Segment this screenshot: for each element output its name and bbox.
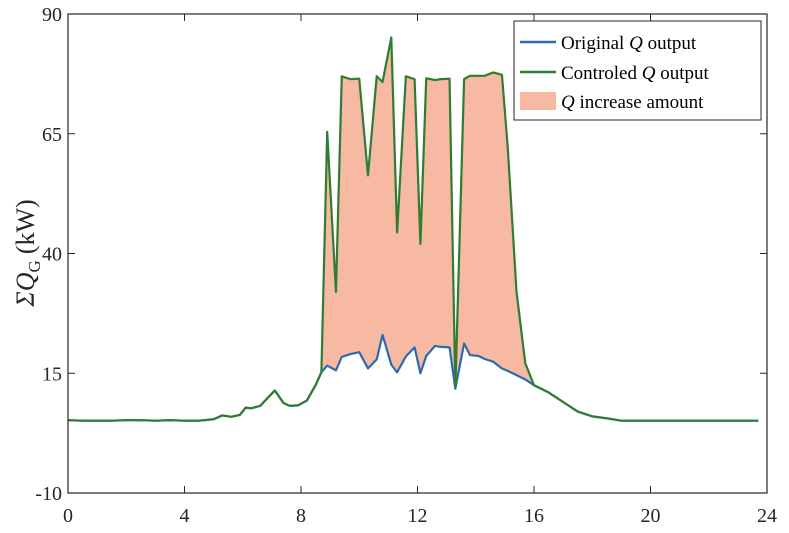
y-axis-label-subscript: G <box>25 260 44 272</box>
y-axis-label-main: ΣQ <box>11 272 40 307</box>
x-tick-label: 24 <box>757 505 777 527</box>
x-tick-label: 4 <box>180 505 190 527</box>
plot-area <box>67 36 759 422</box>
legend-label-original: Original Q output <box>561 33 697 54</box>
y-tick-label: 65 <box>42 124 62 146</box>
y-axis-label-unit: (kW) <box>11 199 40 254</box>
x-tick-label: 12 <box>408 505 428 527</box>
y-tick-label: 40 <box>42 244 62 266</box>
y-tick-label: 90 <box>42 4 62 26</box>
x-tick-label: 0 <box>63 505 73 527</box>
legend-swatch-increase <box>520 92 556 110</box>
controlled-q-line <box>67 36 759 422</box>
y-tick-label: -10 <box>35 483 62 505</box>
legend-label-increase: Q increase amount <box>561 92 704 113</box>
x-axis: 0 4 8 12 16 20 24 <box>63 14 777 527</box>
q-increase-area <box>68 37 759 421</box>
legend: Original Q output Controled Q output Q i… <box>513 20 762 121</box>
legend-label-controlled: Controled Q output <box>561 63 710 84</box>
y-axis-label: ΣQG (kW) <box>11 199 44 307</box>
x-tick-label: 20 <box>641 505 661 527</box>
y-tick-label: 15 <box>42 363 62 385</box>
y-axis: -10 15 40 65 90 <box>35 4 767 505</box>
x-tick-label: 16 <box>524 505 544 527</box>
x-tick-label: 8 <box>296 505 306 527</box>
